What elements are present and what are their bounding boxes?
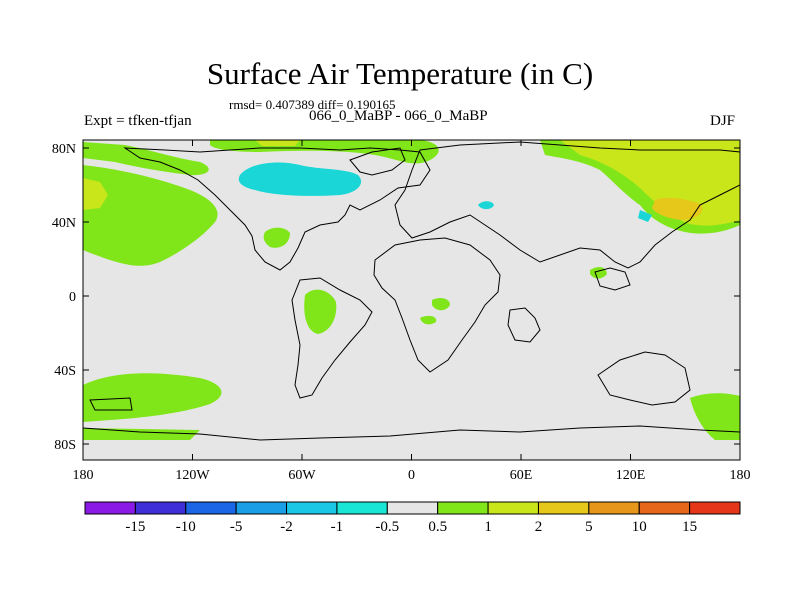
y-tick-label: 0 (69, 290, 76, 305)
colorbar-label: 2 (535, 519, 543, 535)
x-tick-label: 60E (510, 468, 533, 483)
y-tick-marks (83, 147, 740, 445)
coast-africa (373, 237, 501, 373)
coast-australia (597, 351, 691, 406)
colorbar-label: -2 (280, 519, 293, 535)
coastlines (82, 141, 741, 441)
coast-madagascar (507, 307, 541, 343)
colorbar-label: 10 (632, 519, 647, 535)
colorbar-label: -5 (230, 519, 243, 535)
colorbar-label: 0.5 (428, 519, 447, 535)
shade-africa (432, 297, 450, 311)
colorbar-label: -0.5 (375, 519, 399, 535)
colorbar-swatch (638, 501, 691, 515)
shade-atlantic-cold (478, 201, 494, 210)
y-tick-label: 40S (54, 364, 76, 379)
colorbar-swatch (487, 501, 539, 515)
x-tick-labels: 180 120W 60W 0 60E 120E 180 (73, 468, 751, 483)
colorbar-label: 5 (585, 519, 593, 535)
shade-antarctica-west (83, 428, 200, 440)
colorbar-swatch (235, 501, 288, 515)
x-tick-label: 60W (288, 468, 316, 483)
x-tick-label: 0 (408, 468, 415, 483)
shade-npac-east (83, 165, 218, 266)
coast-antarctic-island (89, 397, 133, 411)
colorbar: -15 -10 -5 -2 -1 -0.5 0.5 1 2 5 10 15 (84, 501, 741, 535)
coast-indonesia (594, 267, 631, 291)
shade-npac-east-core (83, 178, 108, 210)
shade-us (263, 227, 290, 248)
x-tick-label: 180 (73, 468, 94, 483)
experiment-label: Expt = tfken-tfjan (84, 113, 192, 129)
y-tick-labels: 80N 40N 0 40S 80S (52, 142, 76, 453)
shade-east-asia-cold (638, 210, 652, 222)
x-tick-label: 180 (730, 468, 751, 483)
colorbar-swatch (537, 501, 590, 515)
colorbar-swatch (689, 501, 741, 515)
season-label: DJF (710, 113, 736, 129)
map-title: Surface Air Temperature (in C) (206, 56, 594, 91)
colorbar-swatch (386, 501, 439, 515)
y-tick-label: 40N (52, 216, 76, 231)
colorbar-swatch (286, 501, 338, 515)
colorbar-label: -1 (331, 519, 344, 535)
coast-greenland (349, 147, 406, 176)
x-tick-marks (82, 140, 741, 460)
shade-arctic-core (255, 140, 300, 146)
colorbar-swatch (437, 501, 489, 515)
colorbar-label: 1 (484, 519, 492, 535)
shade-africa-south (420, 315, 437, 325)
coast-south-america (291, 277, 373, 399)
colorbar-label: 15 (682, 519, 697, 535)
x-tick-label: 120E (616, 468, 646, 483)
colorbar-swatch (185, 501, 237, 515)
colorbar-label: -10 (176, 519, 196, 535)
shade-siberia-hot (652, 197, 703, 220)
shade-alaska (83, 142, 209, 176)
shade-hudson-cold (238, 162, 362, 196)
colorbar-swatch (336, 501, 388, 515)
coast-eurasia (394, 141, 741, 269)
stats-label: rmsd= 0.407389 diff= 0.190165 (229, 97, 396, 112)
y-tick-label: 80S (54, 438, 76, 453)
shade-samerica (304, 289, 337, 334)
colorbar-swatch (588, 501, 640, 515)
colorbar-label: -15 (125, 519, 145, 535)
coast-antarctica (82, 425, 741, 441)
shade-antarctica-east (690, 393, 740, 440)
coast-north-america (123, 147, 431, 271)
x-tick-label: 120W (175, 468, 210, 483)
colorbar-swatch (84, 501, 136, 515)
subtitle: 066_0_MaBP - 066_0_MaBP (309, 108, 488, 124)
colorbar-swatch (134, 501, 187, 515)
y-tick-label: 80N (52, 142, 76, 157)
